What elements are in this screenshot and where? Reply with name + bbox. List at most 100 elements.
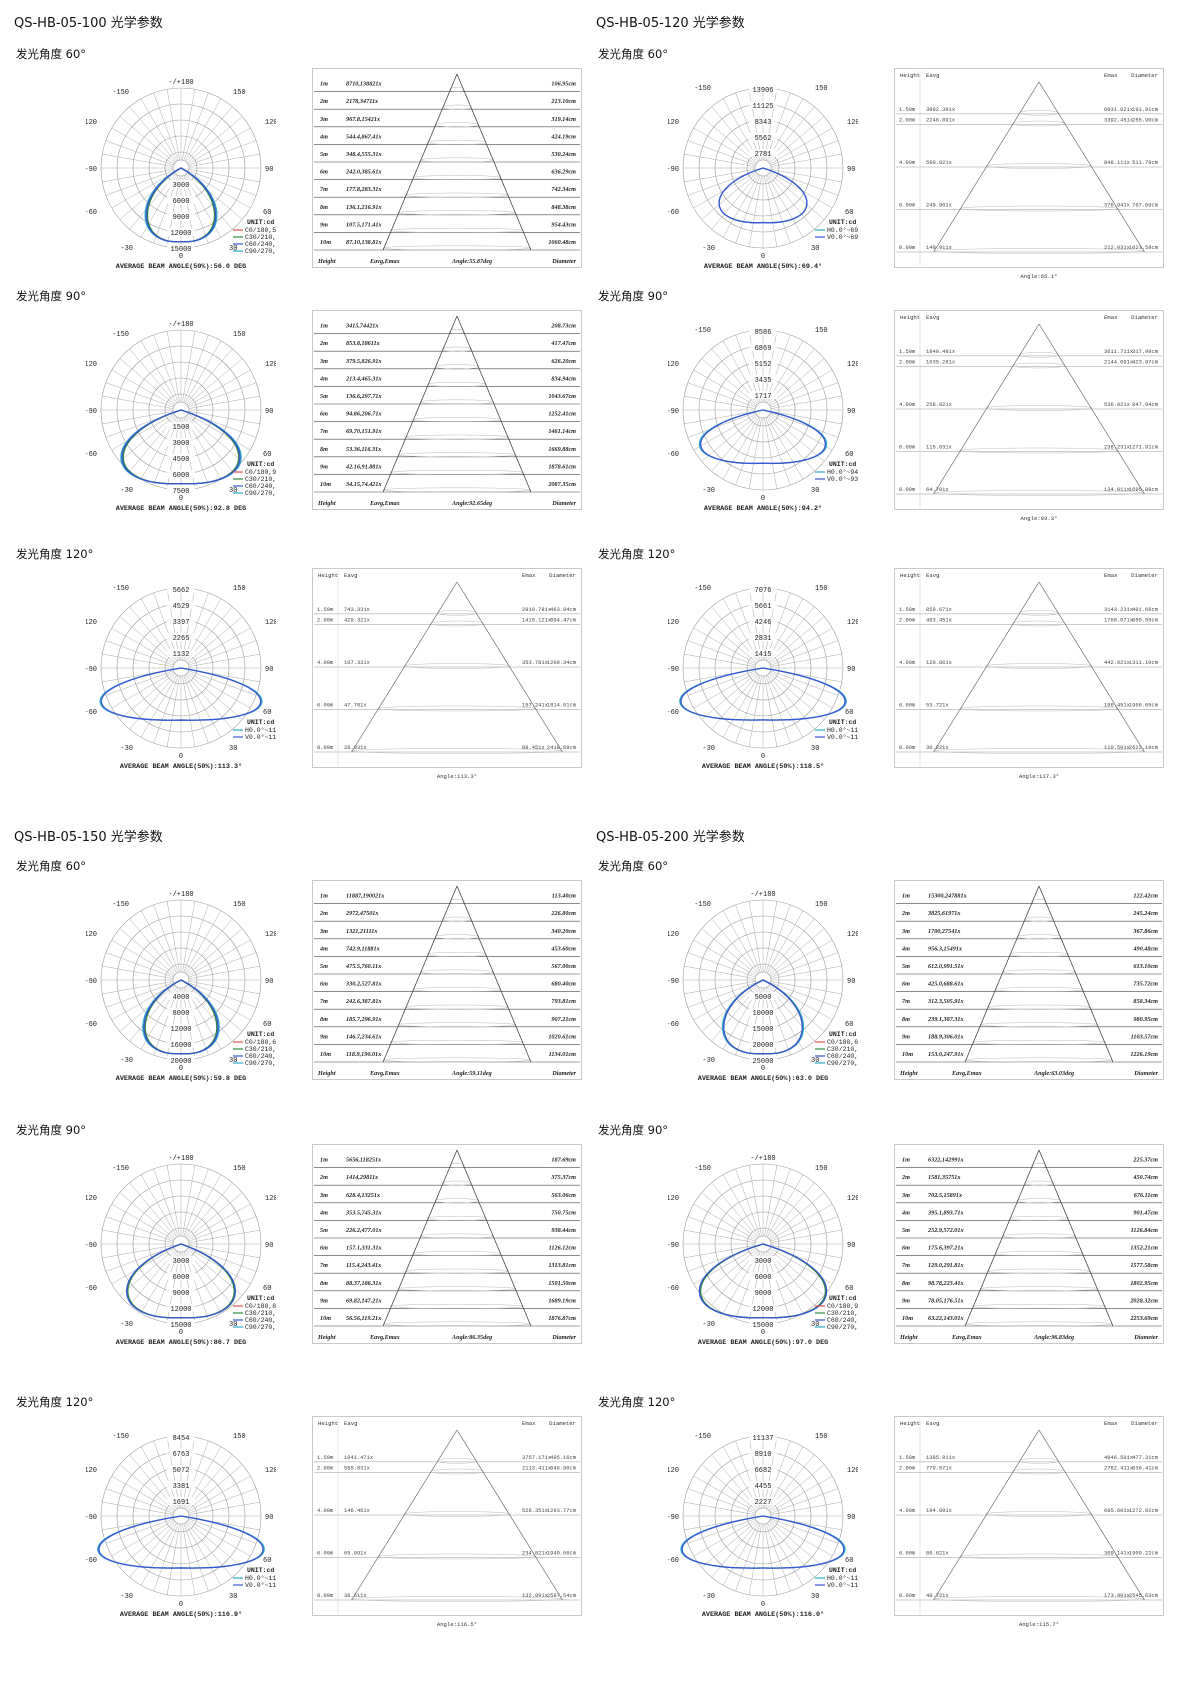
cone-ellipse (986, 1511, 1092, 1517)
cone-cell: 1023.58cm (1129, 245, 1158, 251)
polar-angle-label: 30 (229, 1321, 237, 1329)
polar-intensity-diagram: -150 150 -120 120 -90 90 -60 60 -30 30 0 8586 6869 51… (668, 327, 858, 512)
cone-cell: 2m (319, 98, 328, 105)
cone-frame (894, 880, 1164, 1080)
polar-radial-label: 11125 (752, 103, 773, 111)
polar-radial-label: 3397 (173, 619, 190, 627)
cone-cell: 348.4,555.31x (345, 151, 382, 158)
cone-footer: Eavg,Emax (369, 1334, 400, 1341)
cone-cell: 2.00m (317, 618, 333, 624)
cone-cell: 239.1,387.31x (927, 1016, 964, 1023)
polar-spoke (684, 981, 756, 995)
polar-radial-label: 4500 (173, 456, 190, 464)
cone-ellipse (441, 346, 473, 352)
polar-angle-label: 120 (847, 119, 858, 127)
cone-cell: 5m (902, 963, 910, 970)
beam-angle-text: AVERAGE BEAM ANGLE(50%):118.5° (702, 762, 824, 770)
cone-cell: 853.8,18611x (346, 340, 380, 347)
legend-entry: H0.0°~117.2° (827, 726, 858, 734)
cone-ellipse (419, 1233, 495, 1239)
polar-angle-label: -30 (120, 1321, 133, 1329)
polar-spoke (722, 674, 760, 738)
polar-angle-label: 150 (815, 901, 828, 909)
polar-spoke (185, 918, 233, 975)
cone-footer: Height (317, 500, 336, 507)
cone-cell: 742.34cm (551, 186, 576, 193)
polar-spoke (102, 1245, 174, 1259)
polar-spoke (748, 417, 762, 489)
polar-spoke (182, 331, 196, 403)
cone-edges (933, 581, 1145, 753)
polar-angle-label: -150 (694, 901, 711, 909)
polar-spoke (111, 1247, 175, 1285)
polar-spoke (153, 92, 179, 161)
polar-angle-label: -/+180 (168, 79, 193, 87)
cone-cell: 954.43cm (551, 221, 576, 228)
polar-spoke (187, 939, 251, 977)
polar-spoke (701, 1464, 758, 1512)
polar-angle-label: -/+180 (168, 1155, 193, 1163)
polar-spoke (102, 153, 174, 167)
cone-cell: 78.05,176.51x (928, 1297, 964, 1304)
cone-ellipse (959, 1553, 1119, 1560)
cone-cell: 1.50m (317, 607, 333, 613)
polar-angle-label: -30 (702, 1057, 715, 1065)
polar-spoke (711, 673, 759, 730)
polar-spoke (184, 98, 222, 162)
cone-ellipse (1016, 934, 1062, 940)
polar-radial-label: 6682 (755, 1467, 772, 1475)
cone-ellipse (1023, 916, 1055, 922)
polar-spoke (684, 1501, 756, 1515)
polar-spoke (166, 1165, 180, 1237)
polar-spoke (687, 412, 756, 438)
cone-cell: 4.00m (899, 1508, 915, 1514)
cone-ellipse (382, 487, 532, 493)
polar-spoke (188, 640, 257, 666)
polar-intensity-diagram: -150 150 -120 120 -90 90 -60 60 -30 30 0 7076 5661 42… (668, 585, 858, 770)
cone-ellipse (405, 1004, 509, 1010)
cone-cell: 11887,190021x (346, 893, 384, 900)
cone-footer: Eavg,Emax (369, 500, 400, 507)
cone-cell: 2.00m (899, 360, 915, 366)
polar-spoke (188, 411, 260, 425)
polar-spoke (153, 1168, 179, 1237)
polar-intensity-diagram: -/+180 -150 150 -120 120 -90 90 -60 60 -30 30 0 1500… (86, 321, 276, 512)
polar-intensity-diagram: -150 150 -120 120 -90 90 -60 60 -30 30 0 13906 11125… (668, 85, 858, 270)
cone-edges (351, 1429, 563, 1601)
cone-ellipse (1016, 1198, 1062, 1204)
cone-footer: Angle:55.87deg (451, 258, 492, 265)
cone-cell: 140.911x (926, 245, 952, 251)
polar-angle-label: -90 (668, 1514, 679, 1522)
polar-radial-label: 15000 (170, 1322, 191, 1330)
polar-intensity-diagram: -150 150 -120 120 -90 90 -60 60 -30 30 0 8454 6763 50… (86, 1433, 276, 1618)
legend-entry: C30/210,93.0 (245, 476, 276, 483)
polar-spoke (768, 116, 825, 164)
legend-entry: C30/210,97.0 (827, 1310, 858, 1317)
cone-header: Height (318, 1420, 338, 1427)
cone-cell: 10m (320, 1315, 331, 1322)
cone-cell: 1m (320, 81, 328, 88)
cone-cell: 88.451x (522, 745, 545, 751)
cone-cell: 5m (320, 1227, 328, 1234)
polar-radial-label: 2831 (755, 635, 772, 643)
polar-radial-label: 8910 (755, 1451, 772, 1459)
polar-angle-label: -/+180 (168, 321, 193, 329)
cone-cell: 6m (320, 981, 328, 988)
cone-cell: 213.10cm (550, 98, 576, 105)
polar-radial-label: 9000 (755, 1290, 772, 1298)
polar-spoke (735, 175, 761, 244)
legend-entry: C0/180,86.5 (245, 1303, 276, 1310)
polar-spoke (184, 910, 222, 974)
polar-spoke (768, 928, 825, 976)
polar-unit: UNIT:cd (247, 1295, 274, 1302)
polar-spoke (188, 153, 260, 167)
beam-angle-text: AVERAGE BEAM ANGLE(50%):116.0° (702, 1610, 824, 1618)
polar-angle-label: -120 (86, 619, 97, 627)
cone-cell: 242.0,385.61x (345, 169, 382, 176)
polar-spoke (693, 671, 757, 709)
cone-cell: 8.00m (899, 245, 915, 251)
legend-entry: C60/240,97.0 (827, 1317, 858, 1324)
cone-ellipse (964, 1057, 1114, 1063)
polar-angle-label: 30 (229, 245, 237, 253)
polar-spoke (769, 627, 833, 665)
